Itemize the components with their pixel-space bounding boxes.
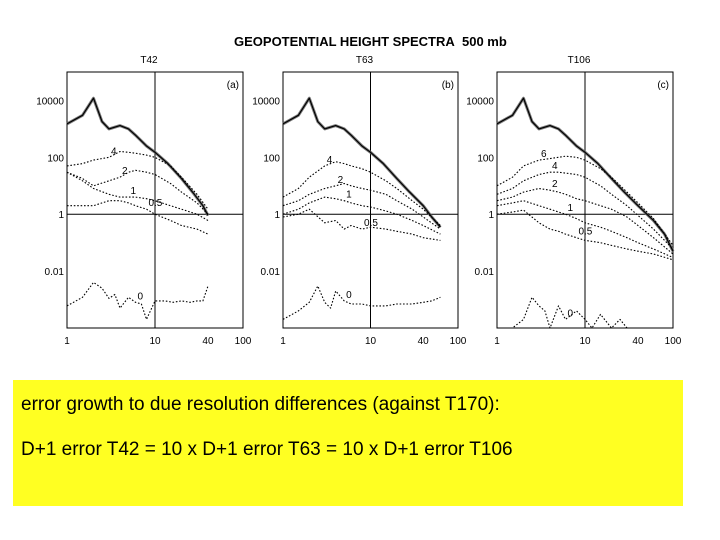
series-label-d0: 0 xyxy=(346,290,352,301)
y-tick-label: 100 xyxy=(263,153,280,164)
series-d05 xyxy=(282,208,441,241)
panel-label: (c) xyxy=(657,80,669,91)
series-d6 xyxy=(496,155,674,246)
y-tick-label: 1 xyxy=(274,210,280,221)
y-tick-label: 100 xyxy=(477,153,494,164)
series-label-d6: 6 xyxy=(541,149,547,160)
series-d2 xyxy=(282,182,441,230)
y-tick-label: 10000 xyxy=(252,96,280,107)
series-label-d4: 4 xyxy=(327,155,333,166)
series-d2 xyxy=(496,187,674,255)
x-tick-label: 100 xyxy=(665,336,682,347)
series-reference xyxy=(496,97,674,252)
series-label-d05: 0.5 xyxy=(364,218,378,229)
series-reference xyxy=(282,97,441,228)
x-tick-label: 10 xyxy=(579,336,591,347)
series-label-d05: 0.5 xyxy=(578,227,592,238)
series-d05 xyxy=(67,200,209,235)
y-tick-label: 1 xyxy=(58,210,64,221)
caption-line-1: error growth to due resolution differenc… xyxy=(21,394,500,415)
caption-box: error growth to due resolution differenc… xyxy=(13,380,683,506)
x-tick-label: 40 xyxy=(418,336,430,347)
series-d2 xyxy=(66,169,209,215)
series-label-d2: 2 xyxy=(338,175,344,186)
series-label-d1: 1 xyxy=(346,190,352,201)
series-d1 xyxy=(496,200,674,259)
series-label-d4: 4 xyxy=(552,161,558,172)
x-tick-label: 1 xyxy=(494,336,500,347)
series-label-d1: 1 xyxy=(567,203,573,214)
figure-level: 500 mb xyxy=(462,34,507,49)
x-tick-label: 10 xyxy=(149,336,161,347)
x-tick-label: 1 xyxy=(280,336,286,347)
reference-spread-band xyxy=(282,96,442,229)
series-d4 xyxy=(282,161,441,226)
reference-spread-band xyxy=(66,96,210,217)
series-d4 xyxy=(496,171,674,250)
series-label-d2: 2 xyxy=(122,166,128,177)
y-tick-label: 10000 xyxy=(36,96,64,107)
x-tick-label: 10 xyxy=(365,336,377,347)
series-d1 xyxy=(66,171,209,221)
x-tick-label: 100 xyxy=(450,336,467,347)
x-tick-label: 100 xyxy=(235,336,252,347)
y-tick-label: 0.01 xyxy=(261,267,281,278)
y-tick-label: 10000 xyxy=(466,96,494,107)
y-tick-label: 0.01 xyxy=(45,267,65,278)
figure-title: GEOPOTENTIAL HEIGHT SPECTRA xyxy=(234,34,455,49)
series-label-d0: 0 xyxy=(567,308,573,319)
series-label-d0: 0 xyxy=(137,291,143,302)
panel-label: (b) xyxy=(442,80,454,91)
spectrum-panel-3: T106 (c) 1 10 40 100 10000 100 1 0.01 64 2 1 0.5 0 xyxy=(466,55,682,347)
x-tick-label: 40 xyxy=(202,336,214,347)
series-d05 xyxy=(496,209,674,261)
spectra-figure: GEOPOTENTIAL HEIGHT SPECTRA 500 mb T42 (a… xyxy=(36,34,682,347)
series-label-d4: 4 xyxy=(111,146,117,157)
panel-subtitle: T63 xyxy=(356,55,374,66)
x-tick-label: 40 xyxy=(632,336,644,347)
series-d0 xyxy=(282,285,441,320)
panel-label: (a) xyxy=(227,80,239,91)
panel-subtitle: T42 xyxy=(140,55,158,66)
y-tick-label: 1 xyxy=(488,210,494,221)
y-tick-label: 100 xyxy=(47,153,64,164)
y-tick-label: 0.01 xyxy=(475,267,495,278)
x-tick-label: 1 xyxy=(64,336,70,347)
series-label-d2: 2 xyxy=(552,179,558,190)
series-d1 xyxy=(282,196,441,235)
series-label-d05: 0.5 xyxy=(148,198,162,209)
series-label-d1: 1 xyxy=(131,186,137,197)
series-reference xyxy=(66,97,209,216)
caption-line-2: D+1 error T42 = 10 x D+1 error T63 = 10 … xyxy=(21,439,513,460)
series-d0 xyxy=(497,296,673,329)
series-d4 xyxy=(66,150,209,210)
series-d0 xyxy=(66,281,209,320)
panel-subtitle: T106 xyxy=(568,55,591,66)
